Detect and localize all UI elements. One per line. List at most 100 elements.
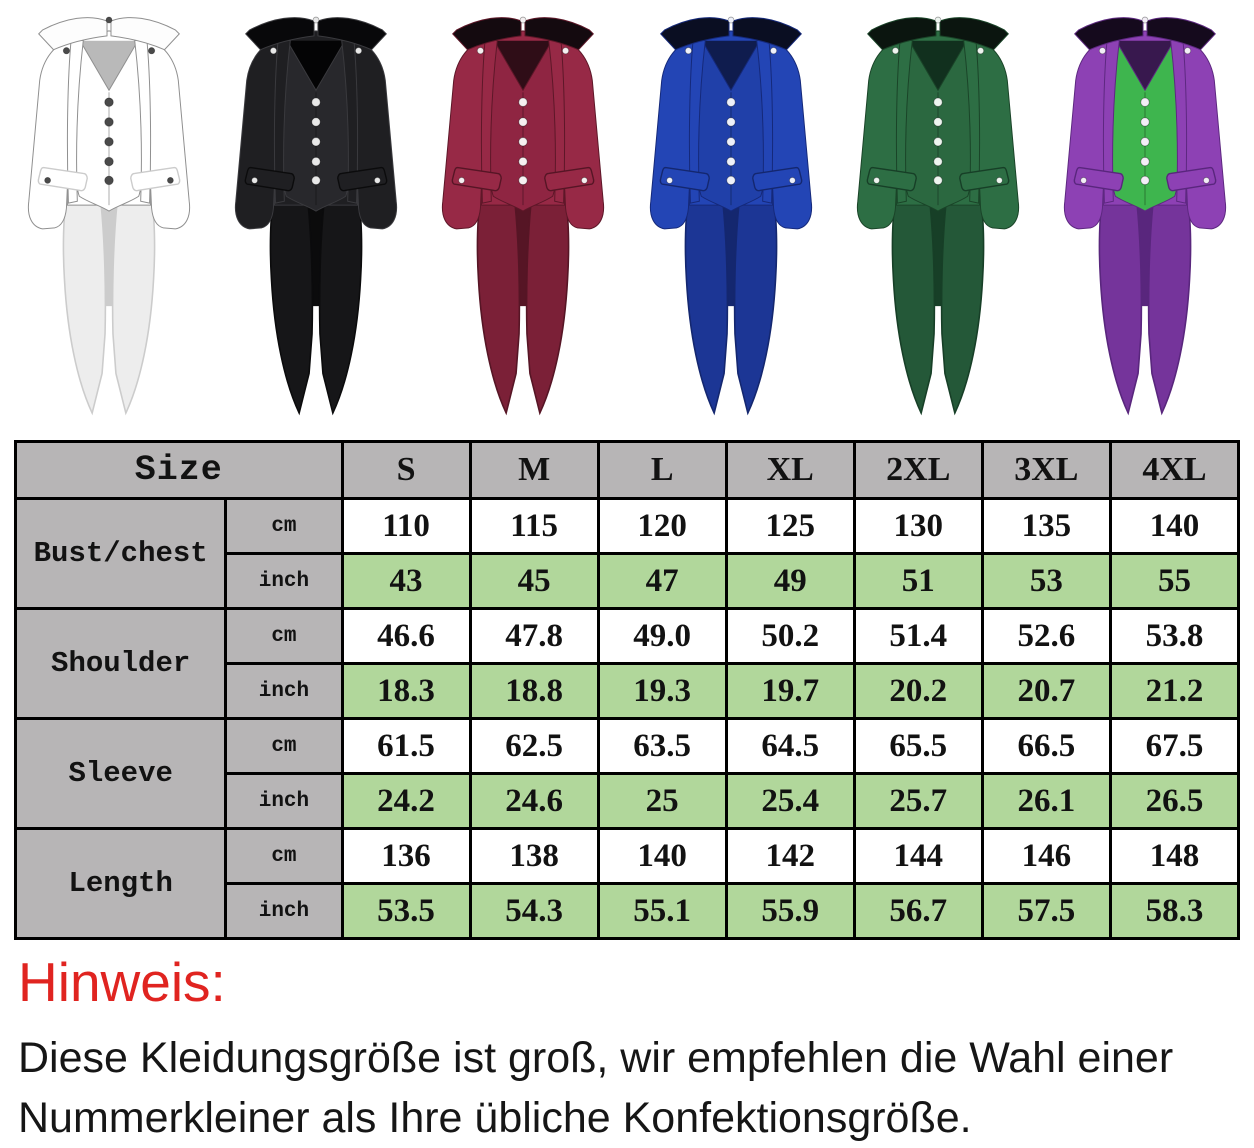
value-cell: 55.1 — [596, 882, 728, 940]
size-col-header-m: M — [468, 440, 600, 500]
tailcoat-graphic — [1046, 6, 1244, 434]
value-cell: 146 — [980, 827, 1112, 885]
value-cell: 58.3 — [1108, 882, 1241, 940]
value-cell: 50.2 — [724, 607, 856, 665]
tailcoat-graphic — [839, 6, 1037, 434]
jacket-black — [217, 6, 415, 434]
value-cell: 52.6 — [980, 607, 1112, 665]
value-cell: 51 — [852, 552, 984, 610]
value-cell: 61.5 — [340, 717, 472, 775]
value-cell: 55.9 — [724, 882, 856, 940]
tailcoat-graphic — [217, 6, 415, 434]
value-cell: 19.3 — [596, 662, 728, 720]
note-section: Hinweis: Diese Kleidungsgröße ist groß, … — [0, 952, 1254, 1148]
value-cell: 142 — [724, 827, 856, 885]
tailcoat-graphic — [632, 6, 830, 434]
value-cell: 64.5 — [724, 717, 856, 775]
value-cell: 140 — [1108, 497, 1241, 555]
value-cell: 136 — [340, 827, 472, 885]
value-cell: 24.6 — [468, 772, 600, 830]
value-cell: 67.5 — [1108, 717, 1241, 775]
products-row — [0, 0, 1254, 436]
value-cell: 55 — [1108, 552, 1241, 610]
note-line-2: Nummerkleiner als Ihre übliche Konfektio… — [18, 1094, 972, 1142]
value-cell: 45 — [468, 552, 600, 610]
value-cell: 56.7 — [852, 882, 984, 940]
unit-cell: cm — [224, 717, 344, 775]
value-cell: 51.4 — [852, 607, 984, 665]
value-cell: 62.5 — [468, 717, 600, 775]
size-col-header-l: L — [596, 440, 728, 500]
size-col-header-3xl: 3XL — [980, 440, 1112, 500]
value-cell: 43 — [340, 552, 472, 610]
sleeve-inch-row: inch 24.2 24.6 25 25.4 25.7 26.1 26.5 — [16, 772, 1241, 830]
value-cell: 21.2 — [1108, 662, 1241, 720]
jacket-green — [839, 6, 1037, 434]
shoulder-inch-row: inch 18.3 18.8 19.3 19.7 20.2 20.7 21.2 — [16, 662, 1241, 720]
value-cell: 63.5 — [596, 717, 728, 775]
value-cell: 49 — [724, 552, 856, 610]
jacket-blue — [632, 6, 830, 434]
value-cell: 47 — [596, 552, 728, 610]
length-inch-row: inch 53.5 54.3 55.1 55.9 56.7 57.5 58.3 — [16, 882, 1241, 940]
value-cell: 47.8 — [468, 607, 600, 665]
value-cell: 19.7 — [724, 662, 856, 720]
value-cell: 53.8 — [1108, 607, 1241, 665]
value-cell: 49.0 — [596, 607, 728, 665]
value-cell: 130 — [852, 497, 984, 555]
row-label-length: Length — [13, 827, 228, 940]
unit-cell: inch — [224, 662, 344, 720]
value-cell: 25.7 — [852, 772, 984, 830]
value-cell: 53.5 — [340, 882, 472, 940]
size-header-row: Size S M L XL 2XL 3XL 4XL — [14, 440, 1241, 500]
note-text: Diese Kleidungsgröße ist groß, wir empfe… — [18, 1028, 1236, 1148]
size-col-header-s: S — [340, 440, 472, 500]
value-cell: 54.3 — [468, 882, 600, 940]
jacket-burgundy — [424, 6, 622, 434]
value-cell: 53 — [980, 552, 1112, 610]
value-cell: 25 — [596, 772, 728, 830]
shoulder-cm-row: Shoulder cm 46.6 47.8 49.0 50.2 51.4 52.… — [13, 607, 1241, 720]
value-cell: 18.3 — [340, 662, 472, 720]
size-col-header-xl: XL — [724, 440, 856, 500]
value-cell: 18.8 — [468, 662, 600, 720]
unit-cell: cm — [224, 497, 344, 555]
bust-cm-row: Bust/chest cm 110 115 120 125 130 135 14… — [13, 497, 1241, 610]
unit-cell: inch — [224, 552, 344, 610]
size-col-header-2xl: 2XL — [852, 440, 984, 500]
row-label-bust-chest: Bust/chest — [13, 497, 228, 610]
value-cell: 24.2 — [340, 772, 472, 830]
value-cell: 148 — [1108, 827, 1241, 885]
size-chart-table: Size S M L XL 2XL 3XL 4XL Bust/chest cm … — [13, 440, 1241, 940]
length-cm-row: Length cm 136 138 140 142 144 146 148 — [13, 827, 1241, 940]
value-cell: 65.5 — [852, 717, 984, 775]
size-chart-section: Size S M L XL 2XL 3XL 4XL Bust/chest cm … — [0, 436, 1254, 940]
row-label-shoulder: Shoulder — [13, 607, 228, 720]
value-cell: 120 — [596, 497, 728, 555]
value-cell: 26.1 — [980, 772, 1112, 830]
unit-cell: inch — [224, 882, 344, 940]
value-cell: 26.5 — [1108, 772, 1241, 830]
value-cell: 25.4 — [724, 772, 856, 830]
value-cell: 20.7 — [980, 662, 1112, 720]
unit-cell: inch — [224, 772, 344, 830]
unit-cell: cm — [224, 827, 344, 885]
value-cell: 20.2 — [852, 662, 984, 720]
value-cell: 110 — [340, 497, 472, 555]
jacket-purple — [1046, 6, 1244, 434]
value-cell: 46.6 — [340, 607, 472, 665]
value-cell: 57.5 — [980, 882, 1112, 940]
row-label-sleeve: Sleeve — [13, 717, 228, 830]
unit-cell: cm — [224, 607, 344, 665]
tailcoat-graphic — [424, 6, 622, 434]
bust-inch-row: inch 43 45 47 49 51 53 55 — [16, 552, 1241, 610]
value-cell: 144 — [852, 827, 984, 885]
tailcoat-graphic — [10, 6, 208, 434]
value-cell: 66.5 — [980, 717, 1112, 775]
size-col-header-4xl: 4XL — [1108, 440, 1241, 500]
sleeve-cm-row: Sleeve cm 61.5 62.5 63.5 64.5 65.5 66.5 … — [13, 717, 1241, 830]
value-cell: 138 — [468, 827, 600, 885]
value-cell: 140 — [596, 827, 728, 885]
jacket-white — [10, 6, 208, 434]
